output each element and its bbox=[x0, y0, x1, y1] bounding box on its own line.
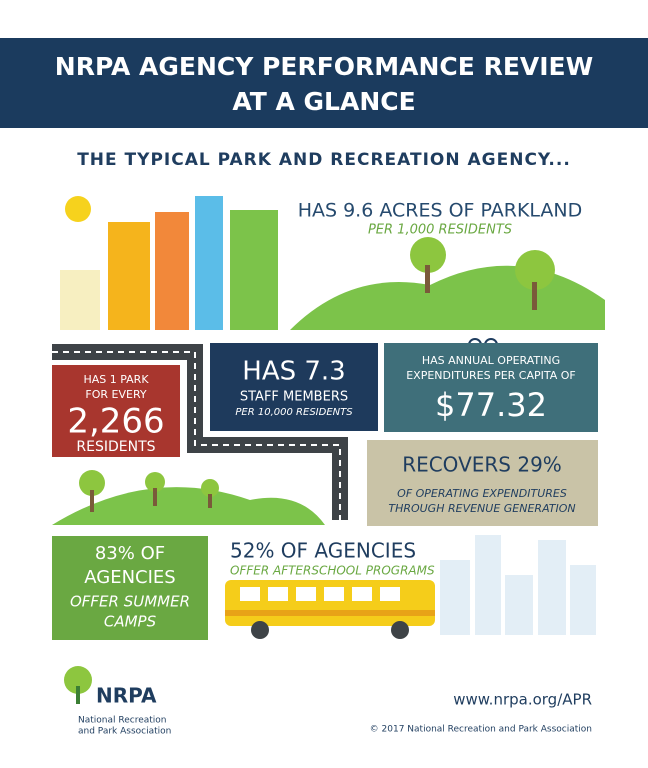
stat-detail: OF OPERATING EXPENDITURES bbox=[397, 487, 567, 500]
copyright: © 2017 National Recreation and Park Asso… bbox=[370, 725, 592, 735]
city-illustration bbox=[60, 196, 605, 352]
title: NRPA AGENCY PERFORMANCE REVIEW bbox=[55, 52, 593, 81]
logo-text: NRPA bbox=[96, 684, 157, 708]
card bbox=[210, 343, 378, 431]
stat-number: RECOVERS 29% bbox=[402, 453, 562, 477]
card bbox=[52, 365, 180, 457]
stat-detail: THROUGH REVENUE GENERATION bbox=[388, 502, 575, 515]
bus bbox=[225, 580, 435, 639]
skyline bbox=[440, 535, 596, 635]
stat-number: HAS 7.3 bbox=[242, 357, 345, 387]
url[interactable]: www.nrpa.org/APR bbox=[453, 691, 592, 709]
stat-lead: HAS ANNUAL OPERATING bbox=[422, 354, 560, 367]
stat-detail: CAMPS bbox=[104, 613, 157, 631]
stat-lead: HAS 9.6 ACRES OF PARKLAND bbox=[298, 200, 583, 222]
stat-detail: PER 10,000 RESIDENTS bbox=[235, 407, 353, 418]
title: AT A GLANCE bbox=[232, 87, 415, 116]
stat-detail: OFFER AFTERSCHOOL PROGRAMS bbox=[230, 564, 435, 578]
logo-subtext: National Recreation bbox=[78, 716, 167, 726]
stat-number: 2,266 bbox=[67, 402, 164, 442]
stat-number: 83% OF bbox=[95, 543, 165, 564]
stat-lead: EXPENDITURES PER CAPITA OF bbox=[406, 369, 576, 382]
stat-number: $77.32 bbox=[435, 386, 547, 424]
stat-number: AGENCIES bbox=[84, 567, 175, 588]
stat-number: 52% OF AGENCIES bbox=[230, 539, 416, 563]
logo-tree bbox=[64, 666, 92, 704]
stat-detail: STAFF MEMBERS bbox=[240, 390, 348, 405]
stat-lead: HAS 1 PARK bbox=[83, 373, 149, 386]
park-illustration bbox=[52, 470, 325, 525]
card bbox=[384, 343, 598, 432]
stat-detail: RESIDENTS bbox=[76, 439, 155, 455]
stat-detail: PER 1,000 RESIDENTS bbox=[368, 223, 512, 238]
logo-subtext: and Park Association bbox=[78, 727, 171, 737]
stat-lead: FOR EVERY bbox=[85, 388, 146, 401]
road-line bbox=[52, 351, 341, 520]
card bbox=[52, 536, 208, 640]
stat-detail: OFFER SUMMER bbox=[70, 593, 190, 611]
card bbox=[367, 440, 598, 526]
subtitle: THE TYPICAL PARK AND RECREATION AGENCY..… bbox=[77, 150, 571, 170]
header-band bbox=[0, 38, 648, 128]
